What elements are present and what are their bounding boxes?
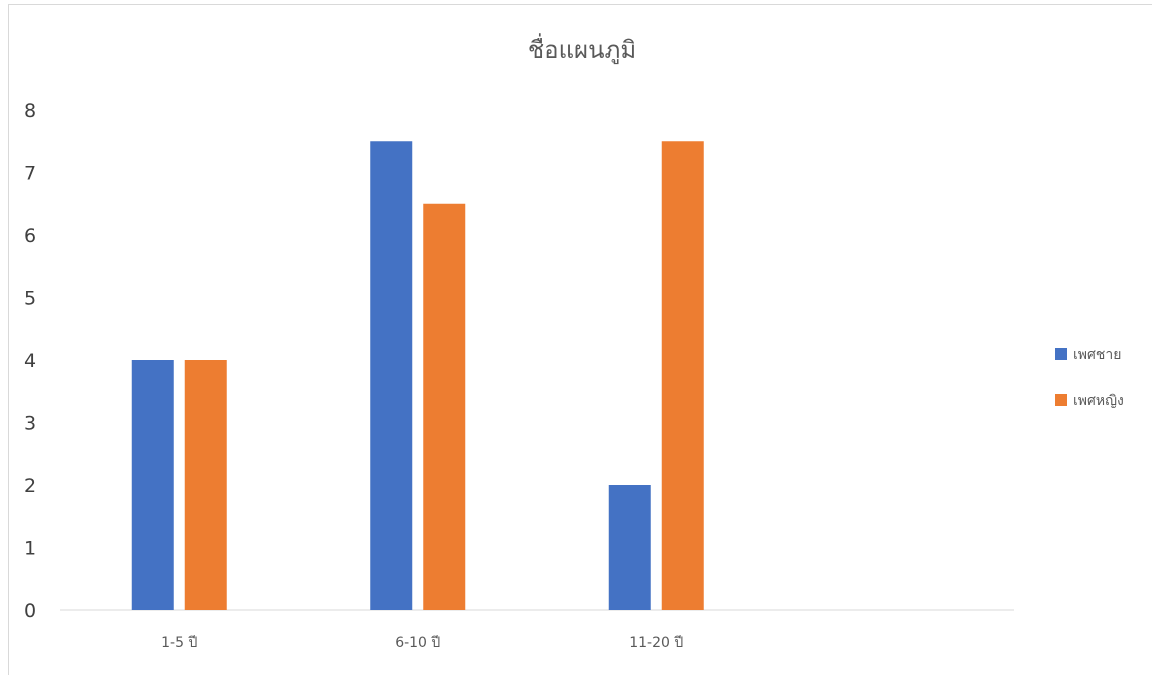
bar-female-1 — [184, 360, 227, 610]
y-tick-label: 4 — [24, 350, 36, 372]
y-tick-label: 8 — [24, 100, 36, 122]
legend-swatch-female — [1055, 394, 1067, 406]
chart-title: ชื่อแผนภูมิ — [528, 33, 636, 65]
bar-male-3 — [608, 485, 651, 610]
bar-male-2 — [370, 141, 413, 610]
bar-male-1 — [131, 360, 174, 610]
y-tick-label: 2 — [24, 475, 36, 497]
x-category-label: 11-20 ปี — [629, 635, 683, 651]
x-category-label: 1-5 ปี — [161, 635, 197, 651]
bar-female-2 — [423, 203, 466, 610]
y-tick-label: 0 — [24, 600, 36, 622]
legend-swatch-male — [1055, 348, 1067, 360]
bar-female-3 — [661, 141, 704, 610]
y-tick-label: 3 — [24, 413, 36, 435]
y-tick-label: 5 — [24, 288, 36, 310]
chart-border-top — [8, 4, 1152, 5]
bars — [131, 141, 704, 610]
y-tick-label: 7 — [24, 163, 36, 185]
y-tick-label: 1 — [24, 538, 36, 560]
legend-label-female: เพศหญิง — [1073, 393, 1124, 409]
legend-label-male: เพศชาย — [1073, 347, 1121, 363]
x-axis-category-labels: 1-5 ปี 6-10 ปี 11-20 ปี — [161, 635, 683, 651]
y-tick-label: 6 — [24, 225, 36, 247]
chart-border-left — [8, 4, 9, 675]
y-axis-tick-labels: 0 1 2 3 4 5 6 7 8 — [24, 100, 36, 622]
x-category-label: 6-10 ปี — [395, 635, 440, 651]
